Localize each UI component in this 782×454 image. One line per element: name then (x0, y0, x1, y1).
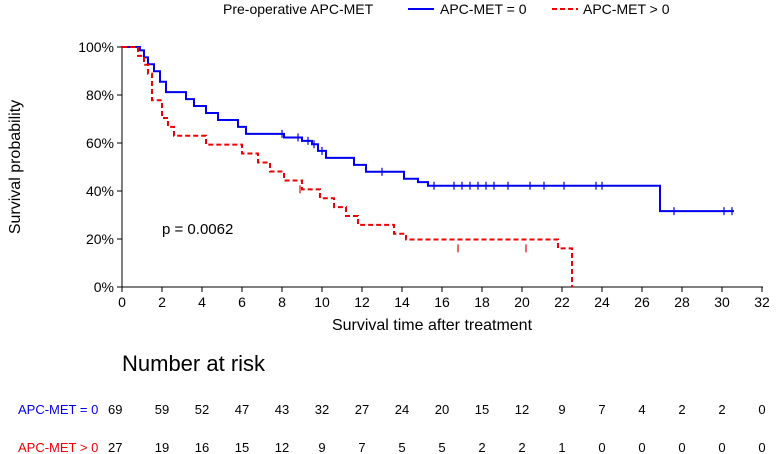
x-tick-label: 24 (594, 294, 610, 310)
x-tick-label: 10 (314, 294, 330, 310)
risk-count: 4 (638, 402, 645, 417)
x-tick-label: 16 (434, 294, 450, 310)
risk-count: 12 (275, 440, 289, 454)
y-tick-label: 0% (94, 279, 114, 295)
risk-count: 2 (718, 402, 725, 417)
risk-count: 9 (318, 440, 325, 454)
y-tick-label: 80% (86, 87, 114, 103)
y-tick-label: 40% (86, 183, 114, 199)
x-tick-label: 6 (238, 294, 246, 310)
risk-count: 15 (235, 440, 249, 454)
risk-count: 24 (395, 402, 409, 417)
risk-count: 2 (518, 440, 525, 454)
risk-count: 27 (355, 402, 369, 417)
x-tick-label: 18 (474, 294, 490, 310)
risk-count: 0 (758, 402, 765, 417)
risk-count: 1 (558, 440, 565, 454)
x-tick-label: 4 (198, 294, 206, 310)
risk-count: 59 (155, 402, 169, 417)
y-tick-label: 20% (86, 231, 114, 247)
risk-count: 9 (558, 402, 565, 417)
risk-count: 20 (435, 402, 449, 417)
risk-count: 12 (515, 402, 529, 417)
risk-count: 7 (598, 402, 605, 417)
risk-count: 5 (438, 440, 445, 454)
legend-label-apc-met-gt-0: APC-MET > 0 (583, 1, 670, 17)
risk-count: 7 (358, 440, 365, 454)
risk-count: 32 (315, 402, 329, 417)
p-value-annotation: p = 0.0062 (162, 221, 233, 238)
x-tick-label: 20 (514, 294, 530, 310)
y-tick-label: 100% (78, 39, 114, 55)
risk-count: 16 (195, 440, 209, 454)
y-tick-label: 60% (86, 135, 114, 151)
x-tick-label: 0 (118, 294, 126, 310)
risk-count: 0 (678, 440, 685, 454)
x-tick-label: 22 (554, 294, 570, 310)
risk-count: 19 (155, 440, 169, 454)
risk-count: 5 (398, 440, 405, 454)
legend-label-apc-met-0: APC-MET = 0 (440, 1, 527, 17)
x-tick-label: 8 (278, 294, 286, 310)
risk-count: 0 (718, 440, 725, 454)
risk-row-label-apc-met-0: APC-MET = 0 (18, 402, 98, 417)
risk-row-label-apc-met-gt-0: APC-MET > 0 (18, 440, 98, 454)
risk-count: 0 (758, 440, 765, 454)
risk-count: 52 (195, 402, 209, 417)
x-tick-label: 14 (394, 294, 410, 310)
x-tick-label: 32 (754, 294, 770, 310)
x-tick-label: 2 (158, 294, 166, 310)
x-tick-label: 12 (354, 294, 370, 310)
x-tick-label: 28 (674, 294, 690, 310)
risk-count: 0 (598, 440, 605, 454)
risk-count: 69 (108, 402, 122, 417)
survival-curve-apc-met-0 (122, 46, 734, 213)
x-axis-title: Survival time after treatment (332, 317, 533, 334)
risk-count: 15 (475, 402, 489, 417)
y-axis-title: Survival probability (7, 100, 24, 234)
risk-table-title: Number at risk (122, 351, 266, 376)
risk-count: 2 (478, 440, 485, 454)
x-tick-label: 30 (714, 294, 730, 310)
legend-title: Pre-operative APC-MET (223, 1, 374, 17)
risk-count: 43 (275, 402, 289, 417)
risk-count: 27 (108, 440, 122, 454)
risk-count: 2 (678, 402, 685, 417)
x-tick-label: 26 (634, 294, 650, 310)
risk-count: 0 (638, 440, 645, 454)
survival-curve-apc-met-gt-0 (122, 46, 573, 287)
risk-count: 47 (235, 402, 249, 417)
